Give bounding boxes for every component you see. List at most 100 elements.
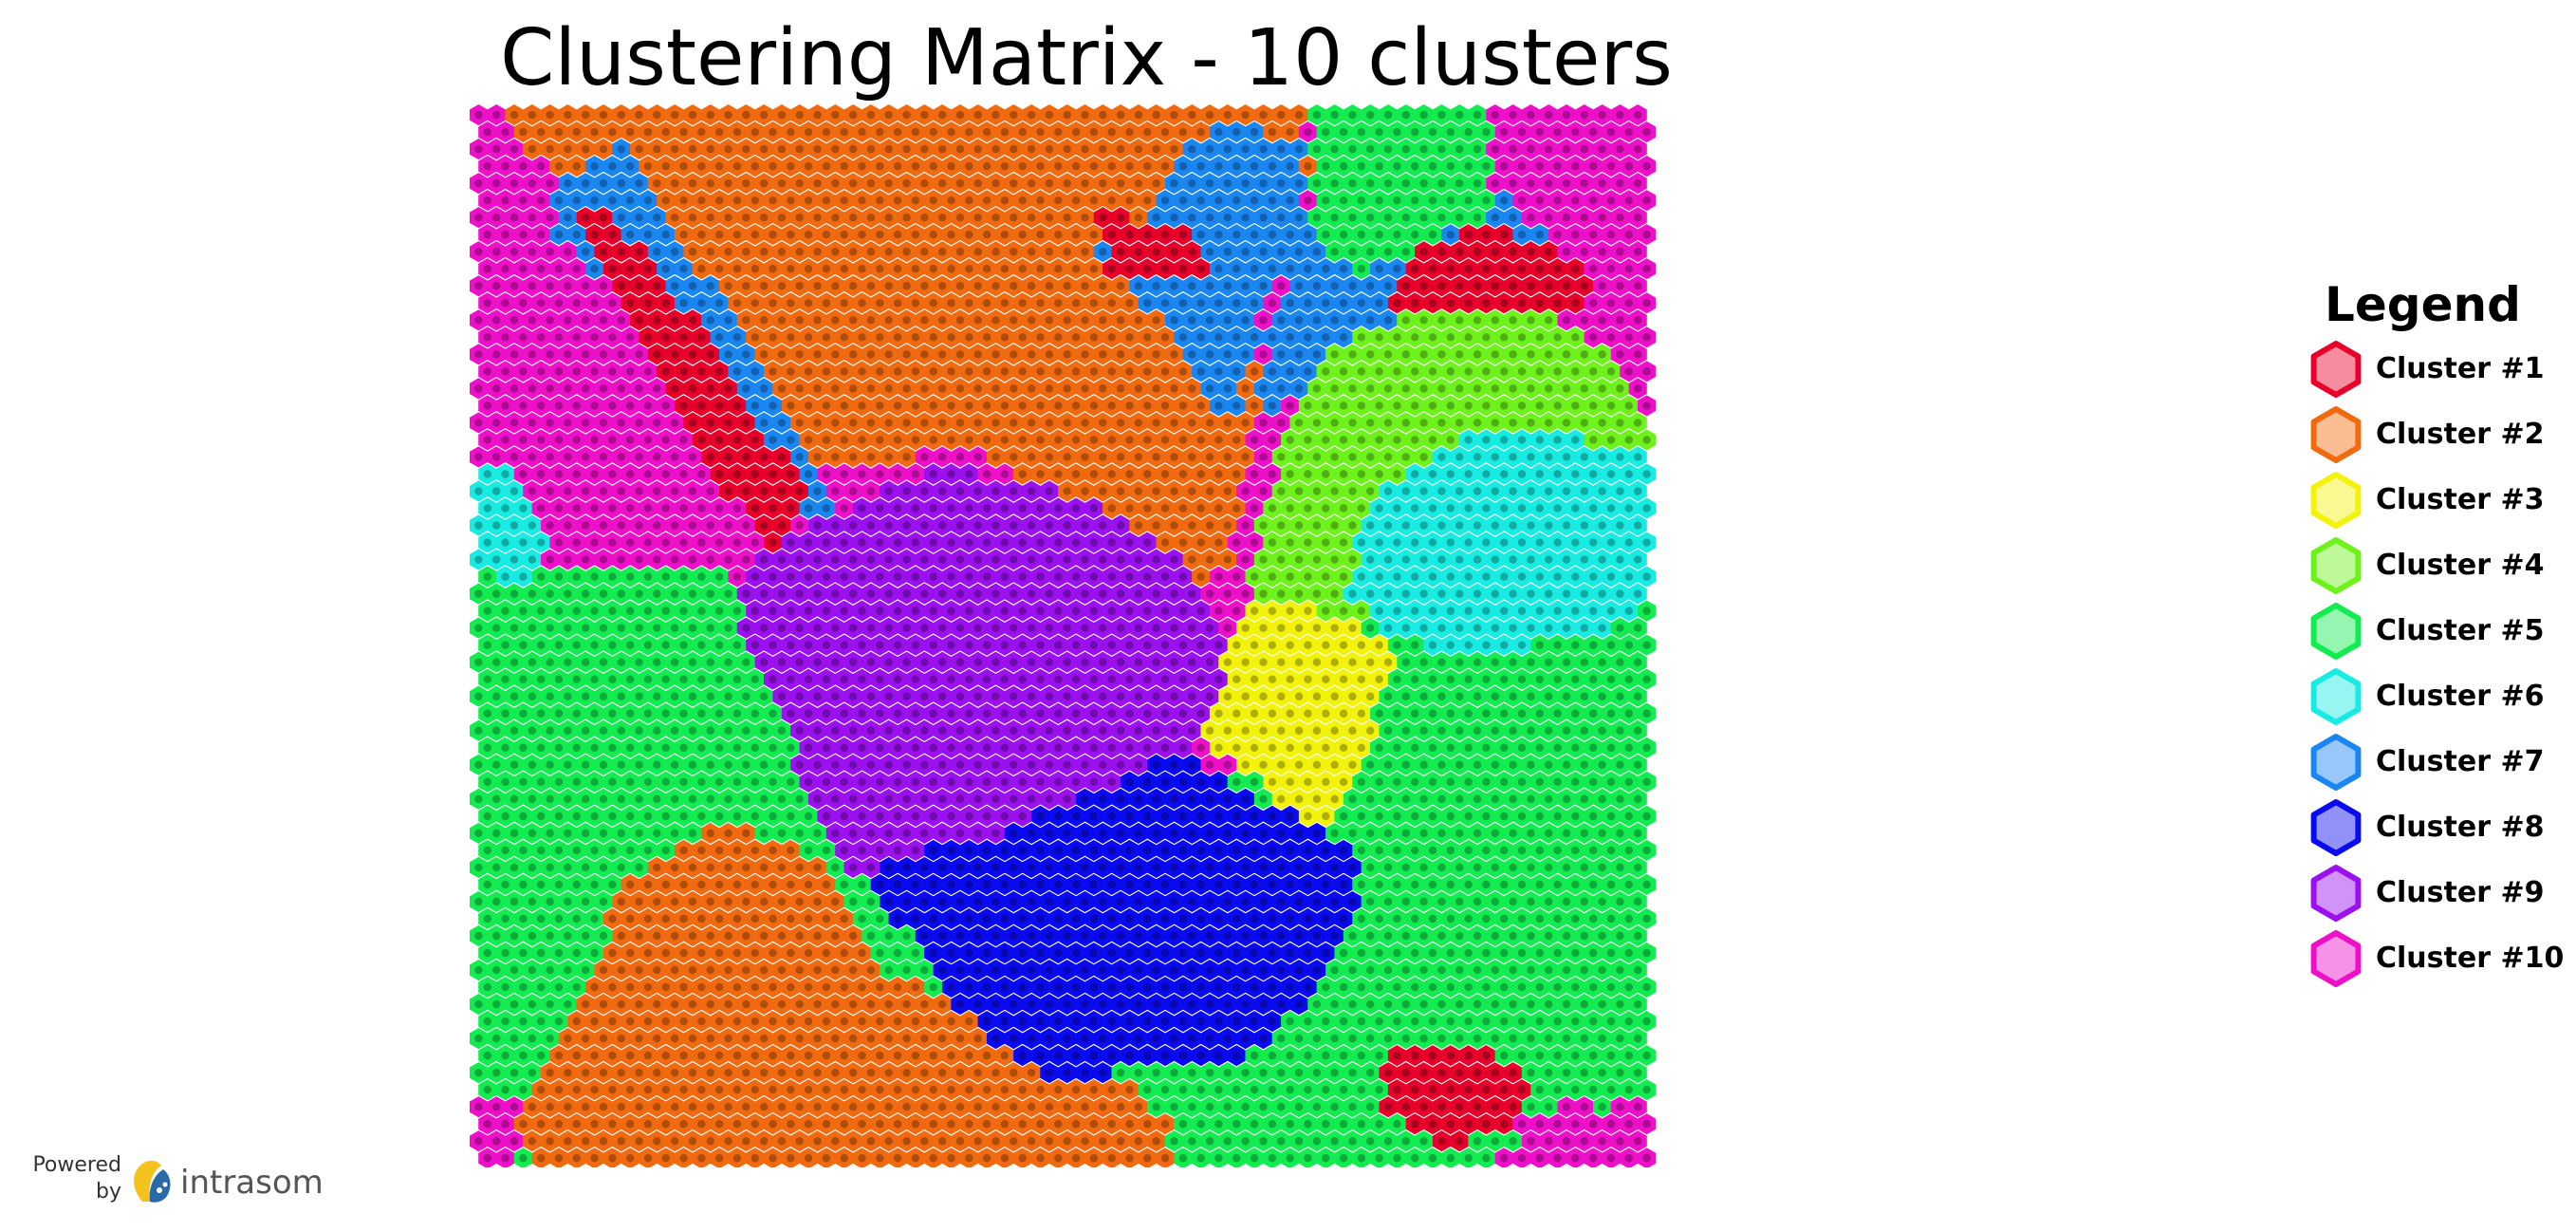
matrix-cell xyxy=(710,429,729,451)
matrix-cell xyxy=(825,104,844,126)
matrix-cell xyxy=(602,873,621,896)
matrix-cell xyxy=(870,566,889,588)
matrix-cell xyxy=(1521,754,1541,775)
matrix-cell xyxy=(1539,856,1558,878)
matrix-cell xyxy=(1218,994,1237,1016)
matrix-cell xyxy=(478,873,497,896)
matrix-cell xyxy=(639,702,658,724)
matrix-cell xyxy=(1575,822,1594,844)
matrix-cell xyxy=(924,566,943,588)
matrix-cell xyxy=(772,856,791,878)
matrix-cell xyxy=(1245,463,1264,485)
matrix-cell xyxy=(710,258,729,280)
matrix-cell xyxy=(1441,1079,1460,1101)
matrix-cell xyxy=(1120,1045,1140,1067)
matrix-cell xyxy=(1182,412,1201,434)
matrix-cell xyxy=(1075,1130,1095,1152)
matrix-cell xyxy=(1236,275,1255,297)
matrix-cell xyxy=(807,207,827,229)
matrix-cell xyxy=(1022,959,1041,981)
matrix-cell xyxy=(496,737,515,758)
matrix-cell xyxy=(531,121,550,143)
matrix-cell xyxy=(1602,258,1621,280)
matrix-cell xyxy=(523,549,542,570)
matrix-cell xyxy=(1200,173,1219,195)
matrix-cell xyxy=(1539,378,1558,400)
matrix-cell xyxy=(843,1130,862,1152)
matrix-cell xyxy=(862,685,880,707)
matrix-cell xyxy=(941,737,961,758)
matrix-cell xyxy=(1218,719,1237,741)
matrix-cell xyxy=(1218,412,1237,434)
matrix-cell xyxy=(754,344,773,365)
matrix-cell xyxy=(683,480,702,502)
matrix-cell xyxy=(817,1079,836,1101)
matrix-cell xyxy=(523,275,542,297)
matrix-cell xyxy=(1397,514,1416,536)
matrix-cell xyxy=(1387,497,1407,519)
matrix-cell xyxy=(1557,719,1576,741)
matrix-cell xyxy=(594,104,613,126)
matrix-cell xyxy=(1192,600,1211,622)
matrix-cell xyxy=(1334,634,1353,656)
matrix-cell xyxy=(1209,566,1229,588)
matrix-cell xyxy=(1557,685,1576,707)
matrix-cell xyxy=(1530,429,1549,451)
matrix-cell xyxy=(1307,959,1326,981)
matrix-cell xyxy=(1602,634,1621,656)
matrix-cell xyxy=(1334,668,1353,690)
matrix-cell xyxy=(995,429,1014,451)
matrix-cell xyxy=(969,890,988,913)
matrix-cell xyxy=(1352,702,1371,724)
matrix-cell xyxy=(1182,139,1201,160)
matrix-cell xyxy=(728,1045,747,1067)
matrix-cell xyxy=(1111,1096,1130,1118)
matrix-cell xyxy=(1370,121,1389,143)
matrix-cell xyxy=(986,583,1006,605)
matrix-cell xyxy=(924,361,943,383)
matrix-cell xyxy=(1192,839,1211,861)
legend-label: Cluster #7 xyxy=(2376,745,2545,778)
matrix-cell xyxy=(924,532,943,553)
matrix-cell xyxy=(763,463,783,485)
matrix-cell xyxy=(1584,839,1603,861)
matrix-cell xyxy=(1370,839,1389,861)
matrix-cell xyxy=(1628,514,1647,536)
matrix-cell xyxy=(835,668,854,690)
matrix-cell xyxy=(799,600,818,622)
matrix-cell xyxy=(718,617,738,639)
matrix-cell xyxy=(1164,719,1184,741)
matrix-cell xyxy=(1530,327,1549,348)
matrix-cell xyxy=(790,1096,809,1118)
matrix-cell xyxy=(1192,737,1211,758)
matrix-cell xyxy=(1129,344,1148,365)
matrix-cell xyxy=(584,429,604,451)
matrix-cell xyxy=(933,788,952,810)
matrix-cell xyxy=(674,566,694,588)
matrix-cell xyxy=(612,651,631,673)
matrix-cell xyxy=(1120,258,1140,280)
matrix-cell xyxy=(852,805,872,827)
matrix-cell xyxy=(870,1045,889,1067)
matrix-cell xyxy=(1253,207,1273,229)
matrix-cell xyxy=(1200,617,1219,639)
matrix-cell xyxy=(1405,839,1424,861)
matrix-cell xyxy=(470,788,488,810)
matrix-cell xyxy=(1147,1028,1166,1050)
matrix-cell xyxy=(701,685,720,707)
matrix-cell xyxy=(1566,327,1585,348)
matrix-cell xyxy=(674,224,694,246)
matrix-cell xyxy=(1628,890,1647,913)
matrix-cell xyxy=(1084,805,1103,827)
matrix-cell xyxy=(718,241,738,263)
matrix-cell xyxy=(692,497,711,519)
matrix-cell xyxy=(657,190,676,212)
matrix-cell xyxy=(1397,685,1416,707)
matrix-cell xyxy=(915,241,934,263)
matrix-cell xyxy=(1450,446,1469,468)
matrix-cell xyxy=(969,241,988,263)
matrix-cell xyxy=(1084,292,1103,314)
matrix-cell xyxy=(1584,976,1603,999)
matrix-cell xyxy=(1263,292,1282,314)
matrix-cell xyxy=(897,719,917,741)
